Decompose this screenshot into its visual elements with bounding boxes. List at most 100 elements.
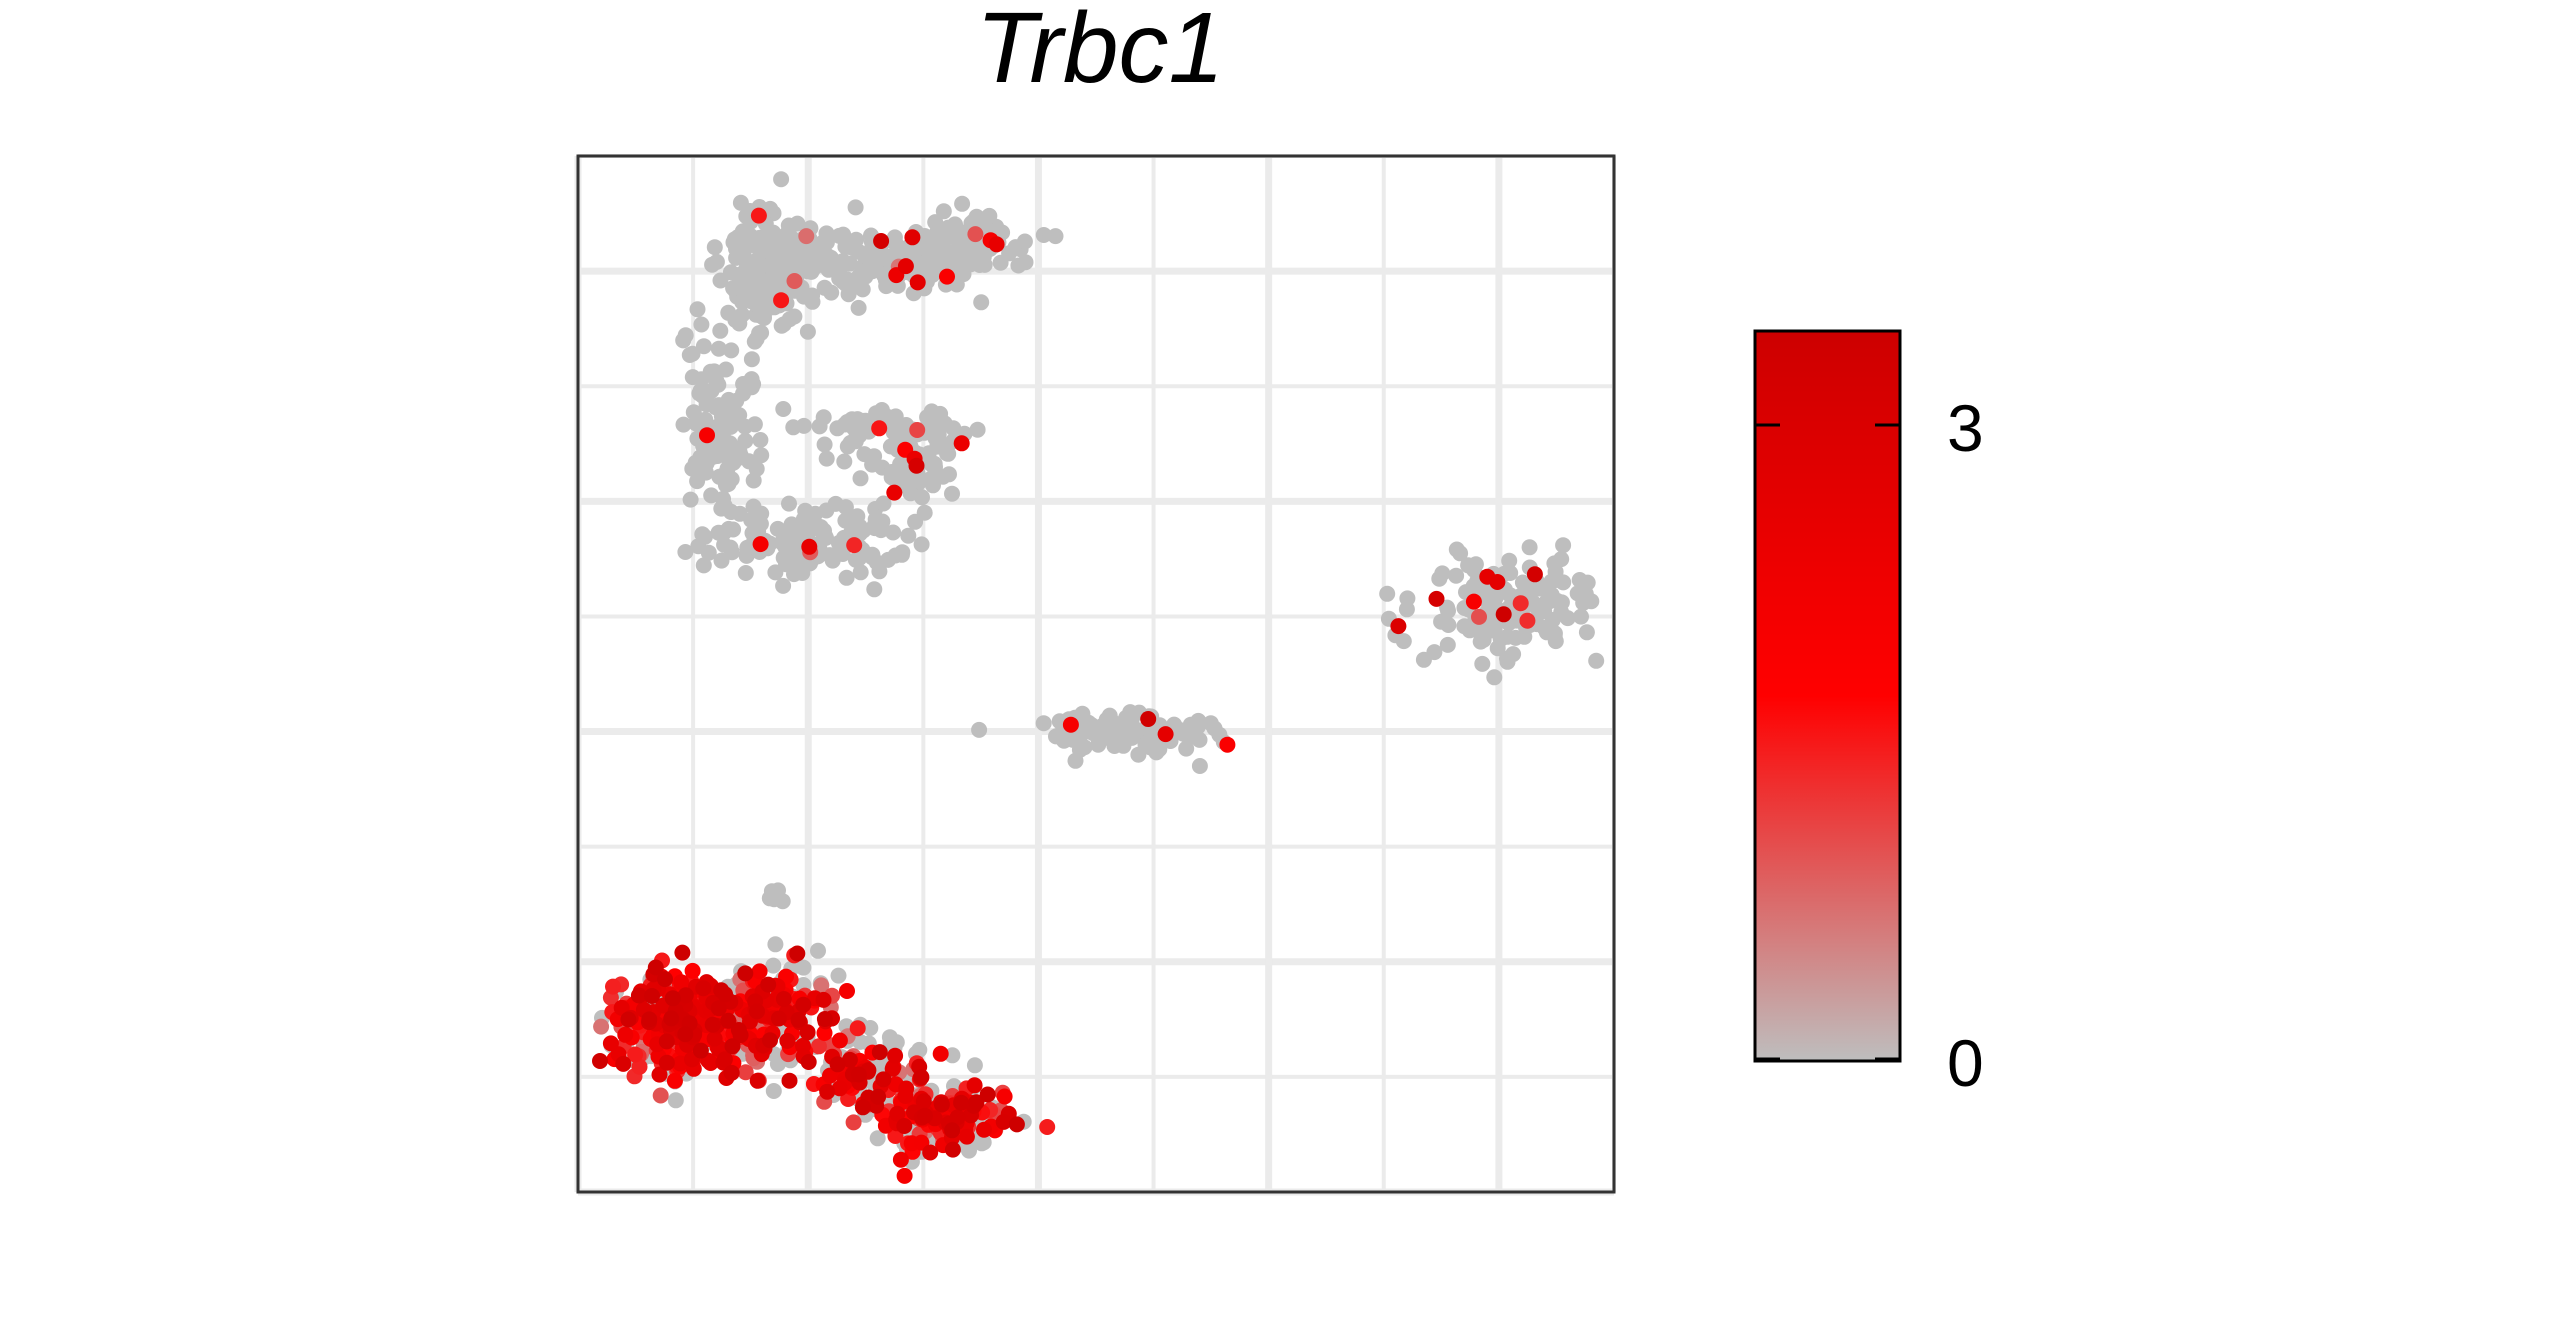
cell-point: [1495, 606, 1512, 623]
cell-point: [957, 243, 974, 260]
cell-point: [716, 1051, 733, 1068]
cell-point: [743, 351, 760, 368]
cell-point: [716, 408, 733, 424]
cell-point: [689, 301, 706, 318]
cell-point: [743, 371, 760, 388]
cell-point: [831, 1080, 848, 1097]
cell-point: [781, 227, 798, 244]
cell-point: [667, 1092, 684, 1109]
cell-point: [908, 457, 925, 474]
cell-point: [1428, 590, 1445, 607]
cell-point: [1182, 716, 1199, 733]
cell-point: [953, 1094, 970, 1111]
cell-point: [976, 1121, 992, 1138]
cell-point: [786, 273, 803, 289]
cell-point: [799, 1024, 816, 1041]
cell-point: [942, 221, 959, 238]
cell-point: [839, 983, 855, 999]
cell-point: [773, 317, 790, 334]
cell-point: [966, 1077, 983, 1094]
cell-point: [1519, 612, 1536, 629]
cell-point: [737, 1064, 754, 1081]
cell-point: [838, 569, 855, 586]
cell-point: [1489, 574, 1506, 590]
cell-point: [795, 417, 812, 434]
cell-point: [706, 239, 723, 256]
cell-point: [748, 460, 765, 477]
cell-point: [779, 1032, 796, 1049]
cell-point: [914, 489, 930, 506]
cell-point: [695, 980, 712, 997]
cell-point: [854, 1099, 871, 1116]
cell-point: [829, 1056, 846, 1073]
cell-point: [1395, 633, 1412, 650]
cell-point: [933, 1096, 950, 1113]
cell-point: [875, 1071, 892, 1088]
plot-title: Trbc1: [976, 0, 1224, 104]
cell-point: [851, 268, 868, 285]
cell-point: [716, 536, 733, 553]
cell-point: [675, 332, 692, 349]
cell-point: [875, 495, 892, 512]
cell-point: [769, 1056, 786, 1072]
cell-point: [873, 233, 890, 249]
colorbar: [1753, 329, 1902, 1063]
cell-point: [883, 469, 900, 486]
cell-point: [803, 247, 820, 264]
cell-point: [700, 544, 717, 561]
cell-point: [897, 258, 914, 275]
cell-point: [1573, 608, 1589, 625]
cell-point: [1062, 716, 1079, 733]
cell-point: [724, 1038, 741, 1055]
cell-point: [1398, 601, 1415, 618]
cell-point: [615, 1055, 632, 1072]
cell-point: [897, 1088, 914, 1104]
cell-point: [885, 524, 902, 541]
cell-point: [944, 1047, 961, 1064]
cell-point: [1047, 228, 1064, 245]
cell-point: [795, 996, 812, 1013]
cell-point: [850, 1066, 867, 1083]
cell-point: [723, 1064, 740, 1081]
cell-point: [944, 485, 960, 502]
cell-point: [902, 473, 919, 490]
cell-point: [871, 1044, 888, 1061]
cell-point: [889, 1105, 906, 1122]
cell-point: [706, 1030, 723, 1047]
cell-point: [1521, 539, 1538, 556]
cell-point: [762, 1032, 778, 1049]
cell-point: [835, 274, 852, 290]
cell-point: [870, 251, 887, 268]
cell-point: [810, 942, 826, 959]
cell-point: [923, 455, 939, 472]
colorbar-label-3: 3: [1947, 391, 1984, 465]
cell-point: [866, 581, 883, 598]
cell-point: [1142, 722, 1159, 739]
cell-point: [1065, 731, 1081, 748]
cell-point: [1526, 566, 1543, 583]
cell-point: [753, 447, 770, 464]
cell-point: [657, 971, 673, 988]
cell-point: [710, 340, 727, 357]
cell-point: [1588, 652, 1605, 669]
cell-point: [962, 256, 979, 273]
cell-point: [849, 1020, 866, 1037]
cell-point: [666, 1072, 683, 1089]
cell-point: [945, 420, 962, 437]
cell-point: [775, 401, 792, 417]
cell-point: [1130, 746, 1147, 763]
cell-point: [790, 1011, 807, 1028]
cell-point: [746, 416, 763, 433]
cell-point: [871, 420, 888, 437]
cell-point: [1434, 565, 1451, 582]
cell-point: [732, 447, 749, 464]
cell-point: [823, 284, 840, 301]
cell-point: [763, 238, 780, 255]
cell-point: [737, 565, 754, 581]
cell-point: [967, 226, 984, 243]
cell-point: [953, 435, 970, 452]
cell-point: [1008, 1116, 1025, 1133]
cell-point: [1492, 631, 1509, 648]
cell-point: [684, 369, 701, 386]
cell-point: [815, 991, 832, 1008]
